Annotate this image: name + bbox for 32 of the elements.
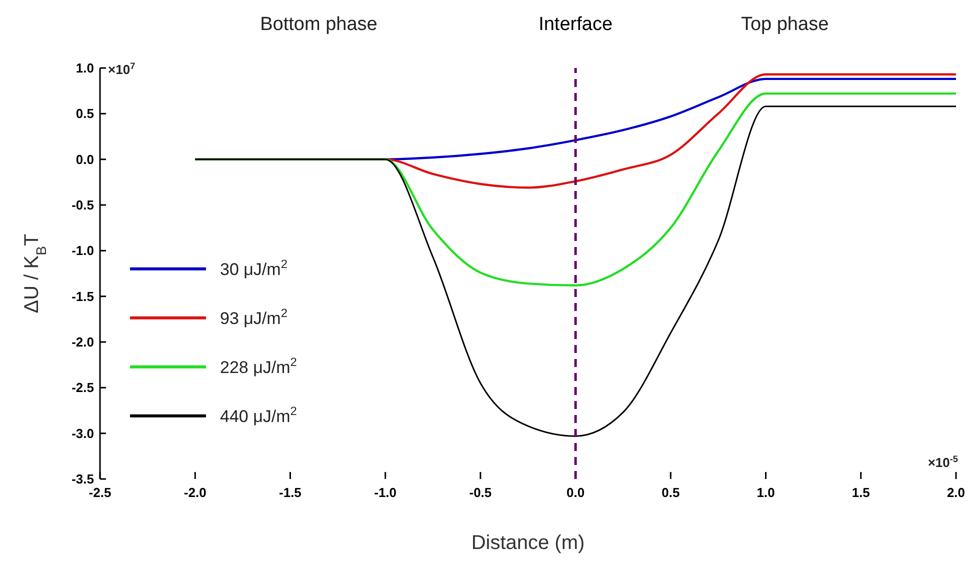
- legend-label: 440 μJ/m$^{2}$: [220, 404, 298, 426]
- x-axis-title: Distance (m): [471, 532, 585, 554]
- legend-label: 30 μJ/m$^{2}$: [220, 256, 288, 279]
- y-tick-label: -2.5: [72, 380, 94, 396]
- annotation: ×10$^{7}$: [108, 61, 136, 77]
- y-tick-label: -2.0: [72, 334, 94, 350]
- annotation: ×10$^{-5}$: [928, 454, 958, 470]
- y-tick-label: -3.5: [72, 472, 94, 487]
- ref-line-label: Interface: [538, 14, 613, 35]
- y-tick-label: -1.0: [72, 243, 94, 258]
- y-tick-label: -0.5: [72, 198, 94, 213]
- y-tick-label: 0.0: [76, 152, 94, 167]
- x-tick-label: -0.5: [469, 485, 492, 500]
- line-series: [194, 92, 958, 286]
- x-tick-label: -2.0: [184, 485, 206, 500]
- x-tick-label: -1.5: [279, 485, 302, 500]
- x-tick-label: 0.5: [662, 485, 680, 500]
- legend-label: 93 μJ/m$^{2}$: [220, 306, 288, 328]
- y-tick-label: 1.0: [76, 60, 94, 76]
- text: Bottom phase: [260, 14, 378, 35]
- line-series: [194, 106, 957, 437]
- y-tick-label: -1.5: [72, 288, 94, 304]
- x-tick-label: 1.5: [852, 485, 870, 500]
- y-tick-label: 0.5: [76, 106, 94, 122]
- y-tick-label: -3.0: [72, 426, 94, 441]
- legend-label: 228 μJ/m$^{2}$: [220, 354, 298, 377]
- text: Top phase: [740, 14, 829, 35]
- x-tick-label: 0.0: [566, 485, 585, 500]
- x-tick-label: -2.5: [88, 485, 112, 500]
- x-tick-label: 1.0: [756, 485, 775, 500]
- x-tick-label: 2.0: [946, 485, 966, 500]
- x-tick-label: -1.0: [374, 485, 397, 500]
